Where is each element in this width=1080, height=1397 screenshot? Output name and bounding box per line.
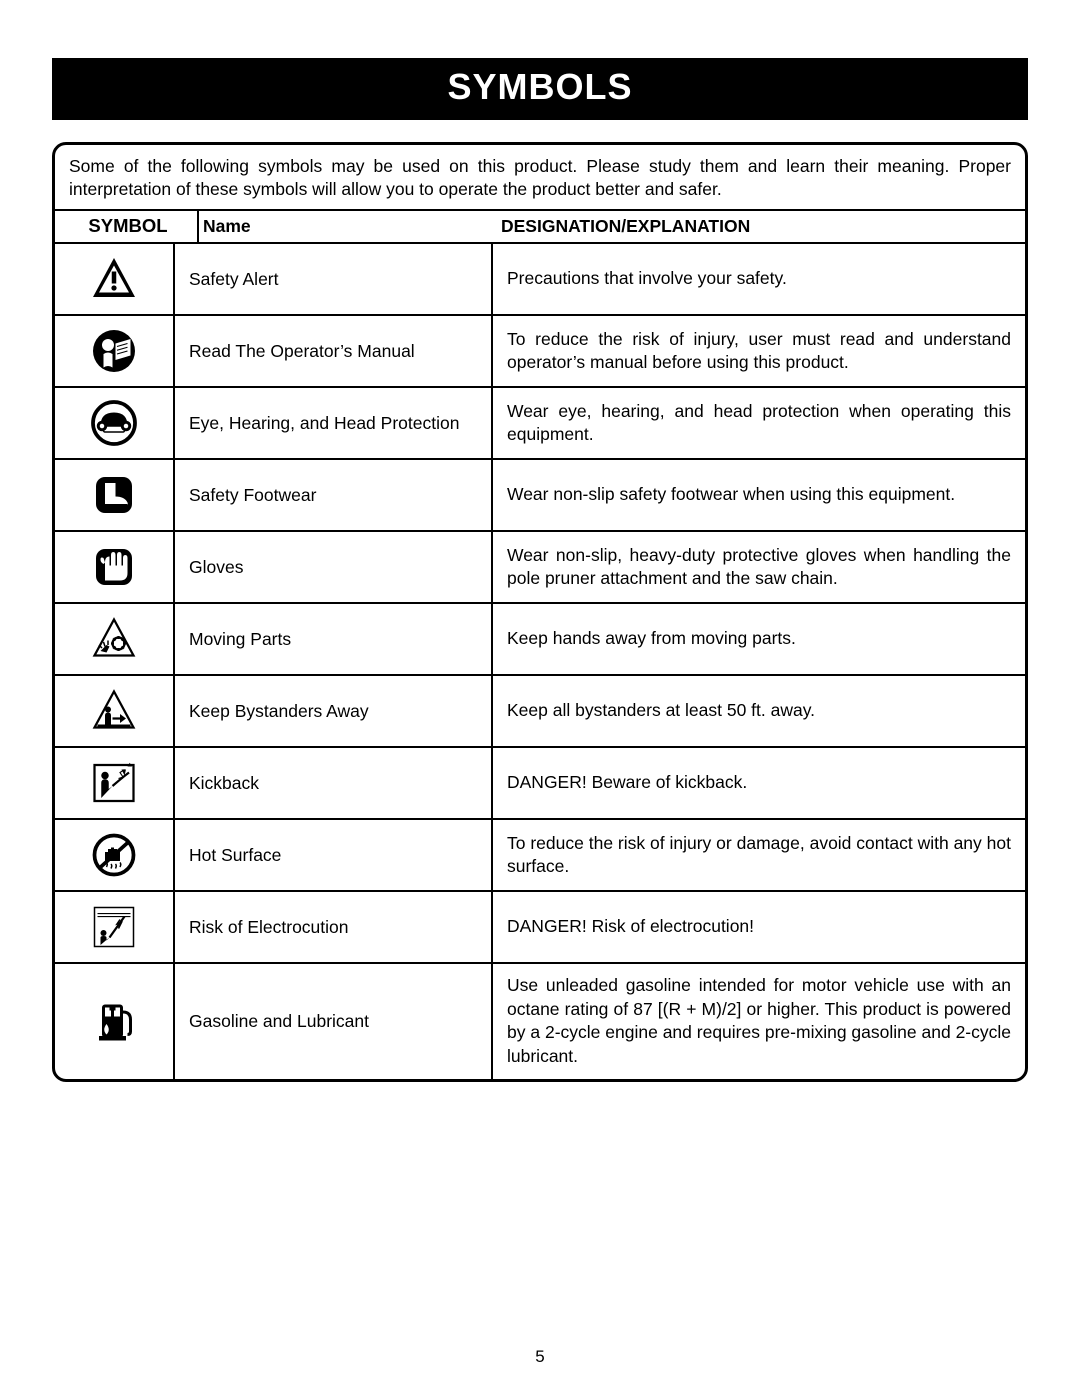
col-header-name: Name <box>199 211 497 243</box>
table-row: Moving PartsKeep hands away from moving … <box>55 604 1025 676</box>
table-body: Safety AlertPrecautions that involve you… <box>55 244 1025 1079</box>
table-row: Hot SurfaceTo reduce the risk of injury … <box>55 820 1025 892</box>
symbols-table: Some of the following symbols may be use… <box>52 142 1028 1082</box>
table-row: Read The Operator’s ManualTo reduce the … <box>55 316 1025 388</box>
description-cell: Wear non-slip, heavy-duty protective glo… <box>493 534 1025 601</box>
fuel-icon <box>90 997 138 1045</box>
moving-parts-icon <box>90 615 138 663</box>
col-header-symbol: SYMBOL <box>55 211 199 243</box>
name-cell: Safety Footwear <box>175 460 493 530</box>
symbol-cell <box>55 460 175 530</box>
symbol-cell <box>55 388 175 458</box>
page-banner: SYMBOLS <box>52 58 1028 120</box>
symbol-cell <box>55 892 175 962</box>
description-cell: Wear eye, hearing, and head protection w… <box>493 390 1025 457</box>
description-cell: DANGER! Risk of electrocution! <box>493 905 1025 949</box>
name-cell: Risk of Electrocution <box>175 892 493 962</box>
table-row: KickbackDANGER! Beware of kickback. <box>55 748 1025 820</box>
name-cell: Hot Surface <box>175 820 493 890</box>
symbol-cell <box>55 604 175 674</box>
name-cell: Eye, Hearing, and Head Protection <box>175 388 493 458</box>
description-cell: Use unleaded gasoline intended for motor… <box>493 964 1025 1079</box>
kickback-icon <box>90 759 138 807</box>
page-number: 5 <box>0 1347 1080 1367</box>
table-row: Keep Bystanders AwayKeep all bystanders … <box>55 676 1025 748</box>
boot-icon <box>90 471 138 519</box>
name-cell: Gloves <box>175 532 493 602</box>
warning-triangle-icon <box>90 255 138 303</box>
table-row: Safety FootwearWear non-slip safety foot… <box>55 460 1025 532</box>
symbol-cell <box>55 964 175 1079</box>
name-cell: Moving Parts <box>175 604 493 674</box>
description-cell: DANGER! Beware of kickback. <box>493 761 1025 805</box>
description-cell: Precautions that involve your safety. <box>493 257 1025 301</box>
table-row: GlovesWear non-slip, heavy-duty protecti… <box>55 532 1025 604</box>
symbol-cell <box>55 532 175 602</box>
name-cell: Gasoline and Lubricant <box>175 964 493 1079</box>
description-cell: Keep hands away from moving parts. <box>493 617 1025 661</box>
gloves-icon <box>90 543 138 591</box>
electrocution-icon <box>90 903 138 951</box>
symbol-cell <box>55 316 175 386</box>
bystanders-icon <box>90 687 138 735</box>
symbol-cell <box>55 748 175 818</box>
intro-text: Some of the following symbols may be use… <box>55 145 1025 209</box>
symbol-cell <box>55 676 175 746</box>
description-cell: To reduce the risk of injury, user must … <box>493 318 1025 385</box>
description-cell: To reduce the risk of injury or damage, … <box>493 822 1025 889</box>
table-row: Gasoline and LubricantUse unleaded gasol… <box>55 964 1025 1079</box>
description-cell: Wear non-slip safety footwear when using… <box>493 473 1025 517</box>
table-row: Risk of ElectrocutionDANGER! Risk of ele… <box>55 892 1025 964</box>
name-cell: Kickback <box>175 748 493 818</box>
table-row: Eye, Hearing, and Head ProtectionWear ey… <box>55 388 1025 460</box>
page: SYMBOLS Some of the following symbols ma… <box>0 0 1080 1397</box>
symbol-cell <box>55 820 175 890</box>
col-header-desc: DESIGNATION/EXPLANATION <box>497 211 1025 243</box>
table-header-row: SYMBOL Name DESIGNATION/EXPLANATION <box>55 209 1025 245</box>
read-manual-icon <box>90 327 138 375</box>
symbol-cell <box>55 244 175 314</box>
name-cell: Read The Operator’s Manual <box>175 316 493 386</box>
ppe-head-icon <box>90 399 138 447</box>
hot-surface-icon <box>90 831 138 879</box>
name-cell: Keep Bystanders Away <box>175 676 493 746</box>
table-row: Safety AlertPrecautions that involve you… <box>55 244 1025 316</box>
description-cell: Keep all bystanders at least 50 ft. away… <box>493 689 1025 733</box>
name-cell: Safety Alert <box>175 244 493 314</box>
